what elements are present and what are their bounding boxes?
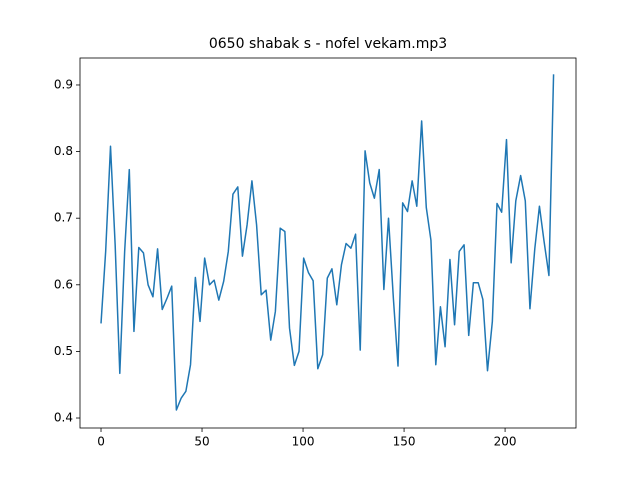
y-tick-label: 0.9 [54,77,73,91]
x-tick-label: 0 [97,435,105,449]
y-tick-label: 0.7 [54,211,73,225]
y-tick-label: 0.8 [54,144,73,158]
data-line [100,74,555,411]
x-tick-label: 50 [194,435,209,449]
x-tick-label: 100 [292,435,315,449]
y-tick-label: 0.6 [54,277,73,291]
y-tick-label: 0.4 [54,411,73,425]
x-tick-label: 150 [393,435,416,449]
y-tick-label: 0.5 [54,344,73,358]
x-tick-label: 200 [494,435,517,449]
plot-frame [79,57,577,429]
chart-title: 0650 shabak s - nofel vekam.mp3 [209,36,447,52]
